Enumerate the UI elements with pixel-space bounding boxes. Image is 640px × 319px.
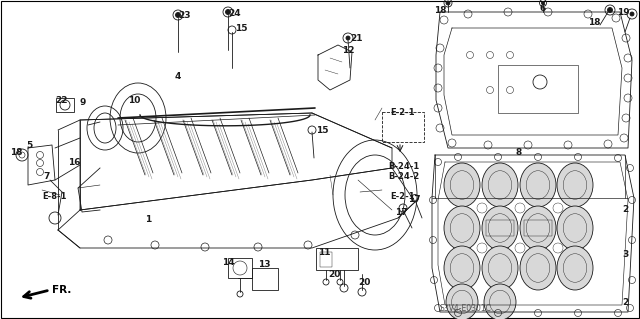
Text: 16: 16 bbox=[68, 158, 81, 167]
Ellipse shape bbox=[482, 163, 518, 207]
Circle shape bbox=[175, 12, 180, 18]
Text: 23: 23 bbox=[178, 11, 191, 20]
Text: 11: 11 bbox=[318, 248, 330, 257]
Bar bbox=[56, 98, 74, 112]
Text: 2: 2 bbox=[622, 205, 628, 214]
Text: 6: 6 bbox=[540, 4, 547, 13]
Ellipse shape bbox=[520, 206, 556, 250]
Text: B-24-2: B-24-2 bbox=[388, 172, 419, 181]
Circle shape bbox=[346, 36, 350, 40]
Text: 2: 2 bbox=[622, 298, 628, 307]
Text: E-2-1: E-2-1 bbox=[390, 192, 415, 201]
Ellipse shape bbox=[444, 163, 480, 207]
Text: E-8-1: E-8-1 bbox=[42, 192, 67, 201]
Ellipse shape bbox=[557, 206, 593, 250]
Text: 17: 17 bbox=[408, 195, 420, 204]
Bar bbox=[486, 220, 514, 236]
Bar bbox=[228, 258, 252, 278]
Text: B-24-1: B-24-1 bbox=[388, 162, 419, 171]
Ellipse shape bbox=[482, 246, 518, 290]
Text: E-2-1: E-2-1 bbox=[390, 108, 415, 117]
Text: 10: 10 bbox=[128, 96, 140, 105]
Text: 20: 20 bbox=[328, 270, 340, 279]
Circle shape bbox=[607, 8, 612, 12]
Ellipse shape bbox=[557, 163, 593, 207]
Bar bbox=[382, 112, 424, 142]
Ellipse shape bbox=[444, 206, 480, 250]
Text: S3V4-E0301C: S3V4-E0301C bbox=[440, 304, 492, 313]
Text: 12: 12 bbox=[342, 46, 355, 55]
Text: 15: 15 bbox=[316, 126, 328, 135]
Ellipse shape bbox=[484, 284, 516, 319]
Circle shape bbox=[225, 10, 230, 14]
Text: 13: 13 bbox=[258, 260, 271, 269]
Text: 3: 3 bbox=[622, 250, 628, 259]
Bar bbox=[252, 268, 278, 290]
Text: 20: 20 bbox=[358, 278, 371, 287]
Circle shape bbox=[630, 12, 634, 16]
Text: 19: 19 bbox=[617, 8, 630, 17]
Text: 14: 14 bbox=[222, 258, 235, 267]
Text: 8: 8 bbox=[515, 148, 521, 157]
Text: 1: 1 bbox=[145, 215, 151, 224]
Text: 18: 18 bbox=[434, 6, 447, 15]
Ellipse shape bbox=[520, 163, 556, 207]
Bar bbox=[316, 248, 358, 270]
Text: 9: 9 bbox=[80, 98, 86, 107]
Text: 17: 17 bbox=[395, 208, 408, 217]
Text: 18: 18 bbox=[10, 148, 22, 157]
Bar bbox=[498, 65, 578, 113]
Text: 7: 7 bbox=[43, 172, 49, 181]
Text: 24: 24 bbox=[228, 9, 241, 18]
Text: 21: 21 bbox=[350, 34, 362, 43]
Ellipse shape bbox=[482, 206, 518, 250]
Circle shape bbox=[446, 1, 450, 5]
Bar bbox=[524, 220, 552, 236]
Ellipse shape bbox=[520, 246, 556, 290]
Text: 5: 5 bbox=[26, 141, 32, 150]
Text: 15: 15 bbox=[235, 24, 248, 33]
Bar bbox=[320, 252, 332, 267]
Ellipse shape bbox=[446, 284, 478, 319]
Text: 22: 22 bbox=[55, 96, 67, 105]
Ellipse shape bbox=[557, 246, 593, 290]
Ellipse shape bbox=[444, 246, 480, 290]
Text: 4: 4 bbox=[175, 72, 181, 81]
Text: FR.: FR. bbox=[52, 285, 72, 295]
Circle shape bbox=[541, 2, 545, 4]
Text: 18: 18 bbox=[588, 18, 600, 27]
